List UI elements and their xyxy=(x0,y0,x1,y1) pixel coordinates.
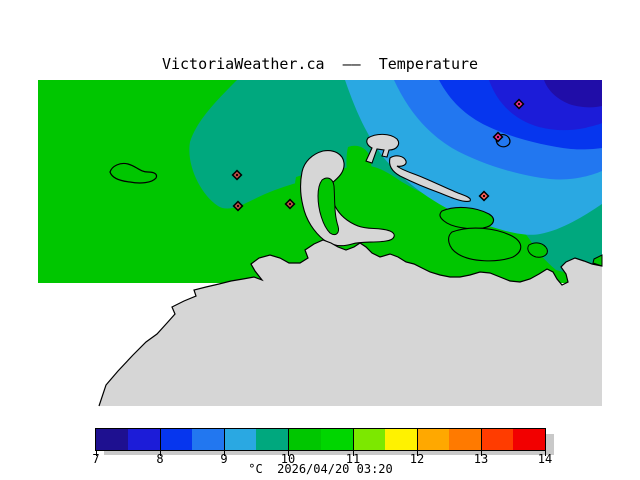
colorbar-segment xyxy=(448,429,481,450)
station-marker[interactable] xyxy=(513,98,525,110)
colorbar-tick xyxy=(417,429,418,456)
colorbar-segment xyxy=(416,429,449,450)
colorbar-segment xyxy=(160,429,193,450)
colorbar-segment xyxy=(128,429,161,450)
station-marker[interactable] xyxy=(231,169,243,181)
inlet-water xyxy=(317,177,339,236)
temperature-colorbar xyxy=(95,428,546,451)
temperature-map xyxy=(38,80,603,407)
colorbar-segment xyxy=(320,429,353,450)
colorbar-tick xyxy=(160,429,161,456)
colorbar-segment xyxy=(256,429,289,450)
colorbar-tick-label: 7 xyxy=(92,452,100,466)
page-title: VictoriaWeather.ca —— Temperature xyxy=(161,55,479,73)
colorbar-tick-label: 8 xyxy=(156,452,164,466)
colorbar-segment xyxy=(96,429,129,450)
station-marker[interactable] xyxy=(478,190,490,202)
colorbar-tick-label: 12 xyxy=(409,452,425,466)
island-outline-west xyxy=(109,162,158,184)
colorbar-segment xyxy=(480,429,514,450)
island-green xyxy=(592,254,603,267)
station-marker[interactable] xyxy=(492,131,504,143)
colorbar-unit-timestamp: °C 2026/04/20 03:20 xyxy=(248,462,393,476)
colorbar-segment xyxy=(352,429,385,450)
colorbar-segment xyxy=(513,429,546,450)
colorbar-tick xyxy=(353,429,354,456)
coastline xyxy=(98,239,603,407)
colorbar-segment xyxy=(384,429,417,450)
contour-band-7c xyxy=(544,80,602,108)
colorbar-tick-label: 9 xyxy=(220,452,228,466)
colorbar-tick-label: 11 xyxy=(345,452,361,466)
colorbar-tick-label: 10 xyxy=(280,452,296,466)
colorbar-tick xyxy=(545,450,546,456)
island-green xyxy=(448,227,522,262)
island-tiny xyxy=(495,134,511,148)
colorbar-tick xyxy=(96,450,97,456)
colorbar-tick xyxy=(224,429,225,456)
colorbar-segment xyxy=(288,429,321,450)
colorbar-tick xyxy=(481,429,482,456)
colorbar-segment xyxy=(192,429,225,450)
island-green xyxy=(527,242,548,258)
colorbar-tick-label: 13 xyxy=(473,452,489,466)
island-claw xyxy=(365,133,400,164)
station-marker[interactable] xyxy=(284,198,296,210)
station-marker[interactable] xyxy=(232,200,244,212)
colorbar-segment xyxy=(224,429,257,450)
island-strip xyxy=(389,155,471,202)
station-markers xyxy=(231,98,525,212)
coastal-green-patch xyxy=(346,145,372,207)
colorbar-tick xyxy=(288,429,289,456)
colorbar-tick-label: 14 xyxy=(537,452,553,466)
land-mass xyxy=(99,240,602,406)
